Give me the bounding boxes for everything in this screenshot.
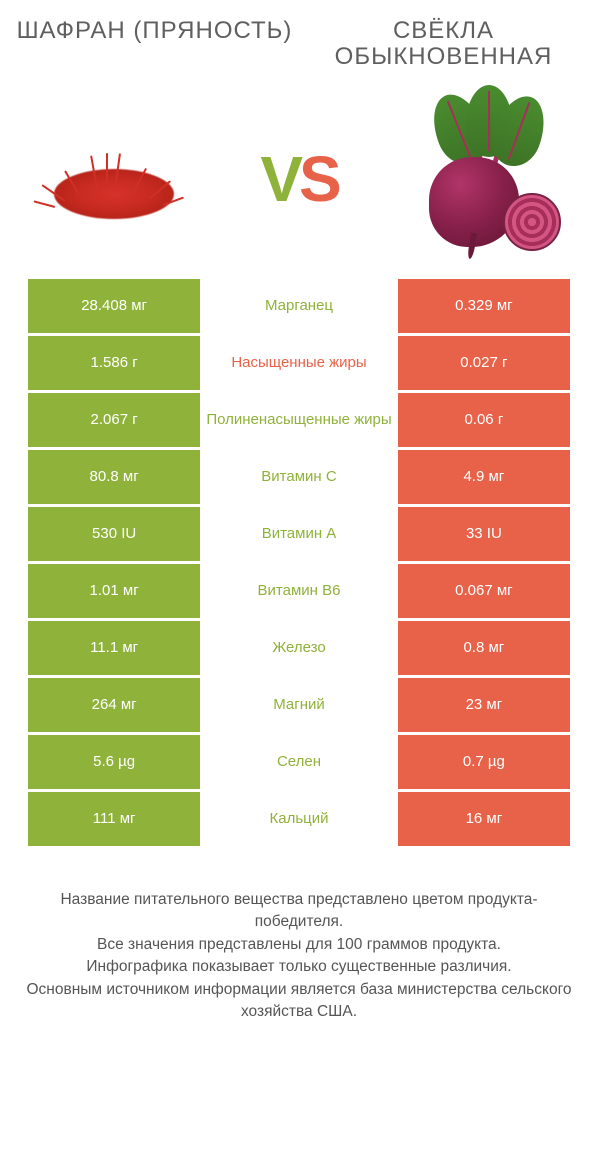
saffron-image [24,109,204,249]
cell-right: 0.7 µg [398,735,570,789]
cell-right: 23 мг [398,678,570,732]
vs-label: VS [260,147,337,211]
table-row: 1.01 мгВитамин B60.067 мг [28,564,570,618]
cell-nutrient: Витамин A [200,507,397,561]
footnote-line: Инфографика показывает только существенн… [24,956,574,978]
cell-right: 0.329 мг [398,279,570,333]
table-row: 80.8 мгВитамин C4.9 мг [28,450,570,504]
comparison-table: 28.408 мгМарганец0.329 мг1.586 гНасыщенн… [0,279,598,846]
table-row: 530 IUВитамин A33 IU [28,507,570,561]
beet-image [394,109,574,249]
vs-v: V [260,143,299,215]
cell-left: 2.067 г [28,393,200,447]
cell-nutrient: Витамин C [200,450,397,504]
cell-left: 28.408 мг [28,279,200,333]
footnote-line: Название питательного вещества представл… [24,889,574,934]
cell-left: 11.1 мг [28,621,200,675]
cell-nutrient: Витамин B6 [200,564,397,618]
cell-left: 1.586 г [28,336,200,390]
cell-right: 0.027 г [398,336,570,390]
table-row: 264 мгМагний23 мг [28,678,570,732]
cell-left: 80.8 мг [28,450,200,504]
cell-nutrient: Насыщенные жиры [200,336,397,390]
cell-nutrient: Марганец [200,279,397,333]
cell-nutrient: Селен [200,735,397,789]
cell-nutrient: Полиненасыщенные жиры [200,393,397,447]
table-row: 11.1 мгЖелезо0.8 мг [28,621,570,675]
cell-left: 5.6 µg [28,735,200,789]
footnote-line: Основным источником информации является … [24,979,574,1024]
table-row: 2.067 гПолиненасыщенные жиры0.06 г [28,393,570,447]
cell-right: 0.06 г [398,393,570,447]
cell-left: 530 IU [28,507,200,561]
title-right: СВЁКЛА ОБЫКНОВЕННАЯ [299,18,588,71]
vs-s: S [299,143,338,215]
cell-nutrient: Железо [200,621,397,675]
table-row: 28.408 мгМарганец0.329 мг [28,279,570,333]
cell-right: 16 мг [398,792,570,846]
hero-row: VS [0,79,598,279]
table-row: 1.586 гНасыщенные жиры0.027 г [28,336,570,390]
footnote: Название питательного вещества представл… [0,849,598,1024]
table-row: 5.6 µgСелен0.7 µg [28,735,570,789]
cell-right: 0.067 мг [398,564,570,618]
cell-right: 4.9 мг [398,450,570,504]
titles-row: ШАФРАН (ПРЯНОСТЬ) СВЁКЛА ОБЫКНОВЕННАЯ [0,0,598,79]
cell-right: 0.8 мг [398,621,570,675]
table-row: 111 мгКальций16 мг [28,792,570,846]
cell-left: 264 мг [28,678,200,732]
cell-left: 111 мг [28,792,200,846]
cell-nutrient: Магний [200,678,397,732]
cell-left: 1.01 мг [28,564,200,618]
cell-nutrient: Кальций [200,792,397,846]
title-left: ШАФРАН (ПРЯНОСТЬ) [10,18,299,71]
footnote-line: Все значения представлены для 100 граммо… [24,934,574,956]
cell-right: 33 IU [398,507,570,561]
